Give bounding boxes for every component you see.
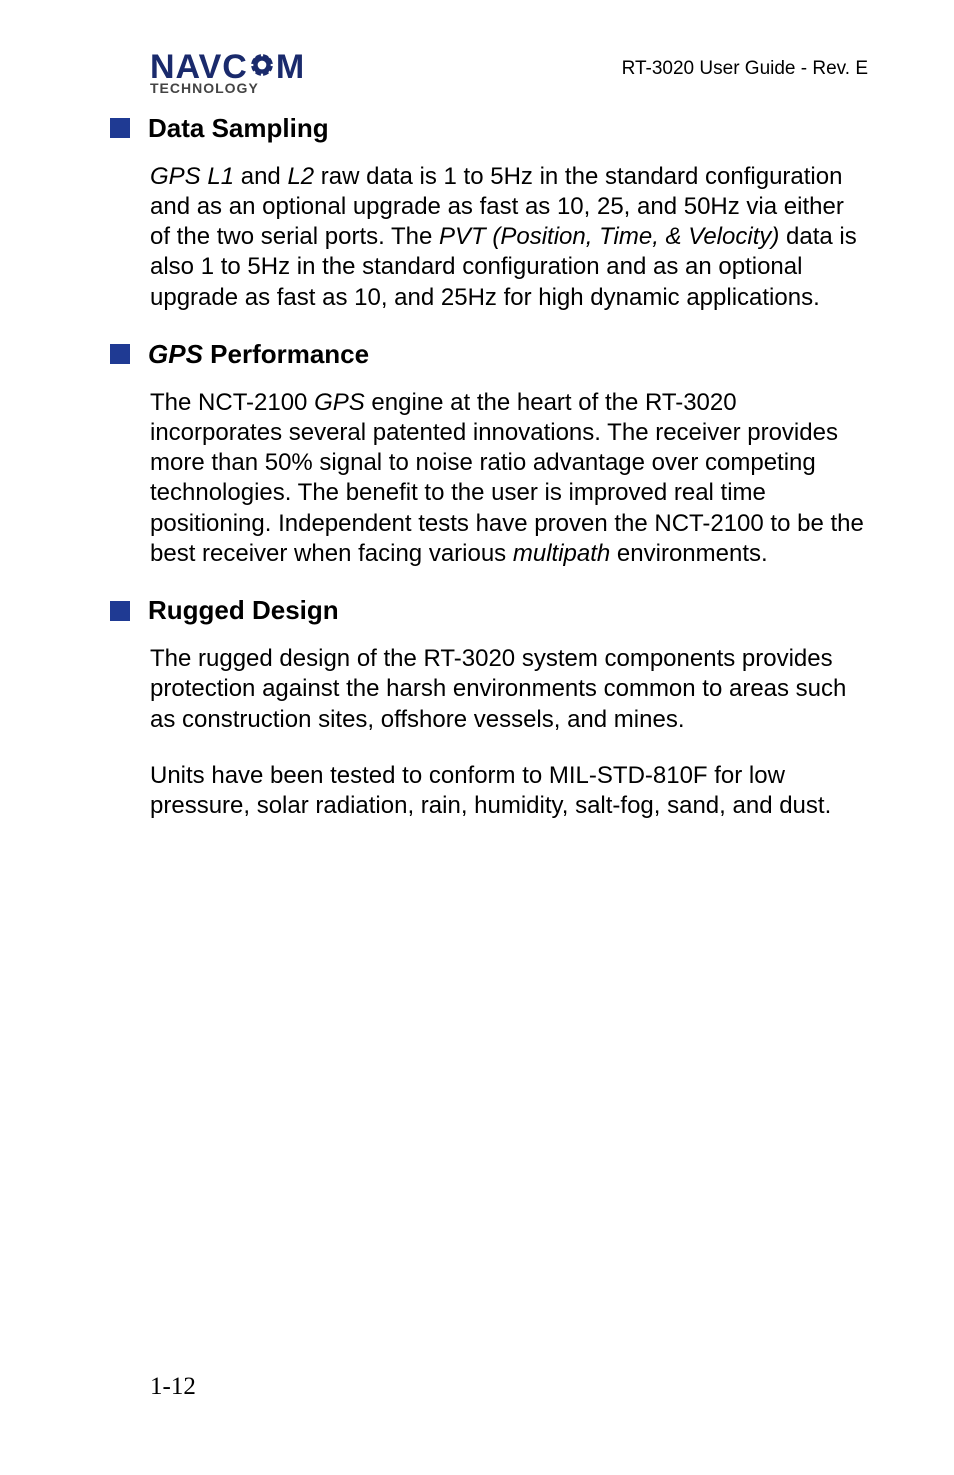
- section-heading: GPS Performance: [110, 339, 868, 370]
- section-heading: Data Sampling: [110, 113, 868, 144]
- section-title-italic: GPS: [148, 339, 203, 369]
- section-title: Rugged Design: [148, 595, 339, 626]
- section: Rugged Design The rugged design of the RT…: [150, 595, 868, 821]
- paragraph: The rugged design of the RT-3020 system …: [150, 644, 868, 735]
- paragraph: The NCT-2100 GPS engine at the heart of …: [150, 388, 868, 569]
- paragraph: Units have been tested to conform to MIL…: [150, 761, 868, 821]
- logo-text-right: M: [276, 52, 305, 83]
- section-title-plain: Rugged Design: [148, 595, 339, 625]
- section-heading: Rugged Design: [110, 595, 868, 626]
- paragraph: GPS L1 and L2 raw data is 1 to 5Hz in th…: [150, 162, 868, 313]
- section-title-plain: Performance: [203, 339, 369, 369]
- logo-text-left: NAVC: [150, 52, 248, 83]
- sections-container: Data Sampling GPS L1 and L2 raw data is 1…: [150, 113, 868, 822]
- page-number: 1-12: [150, 1373, 196, 1401]
- section: Data Sampling GPS L1 and L2 raw data is 1…: [150, 113, 868, 313]
- square-bullet-icon: [110, 118, 130, 138]
- section: GPS Performance The NCT-2100 GPS engine a…: [150, 339, 868, 569]
- section-title: GPS Performance: [148, 339, 369, 370]
- logo: NAVC M TECHNOLOGY: [150, 52, 305, 95]
- doc-ref: RT-3020 User Guide - Rev. E: [622, 58, 868, 80]
- logo-bottom: TECHNOLOGY: [150, 81, 259, 95]
- square-bullet-icon: [110, 344, 130, 364]
- header-row: NAVC M TECHNOLOGY RT-3020 User Guide - R…: [150, 52, 868, 95]
- logo-top: NAVC M: [150, 52, 305, 83]
- square-bullet-icon: [110, 601, 130, 621]
- section-title-plain: Data Sampling: [148, 113, 329, 143]
- section-title: Data Sampling: [148, 113, 329, 144]
- page: NAVC M TECHNOLOGY RT-3020 User Guide - R…: [0, 0, 954, 1475]
- gear-icon: [249, 52, 275, 83]
